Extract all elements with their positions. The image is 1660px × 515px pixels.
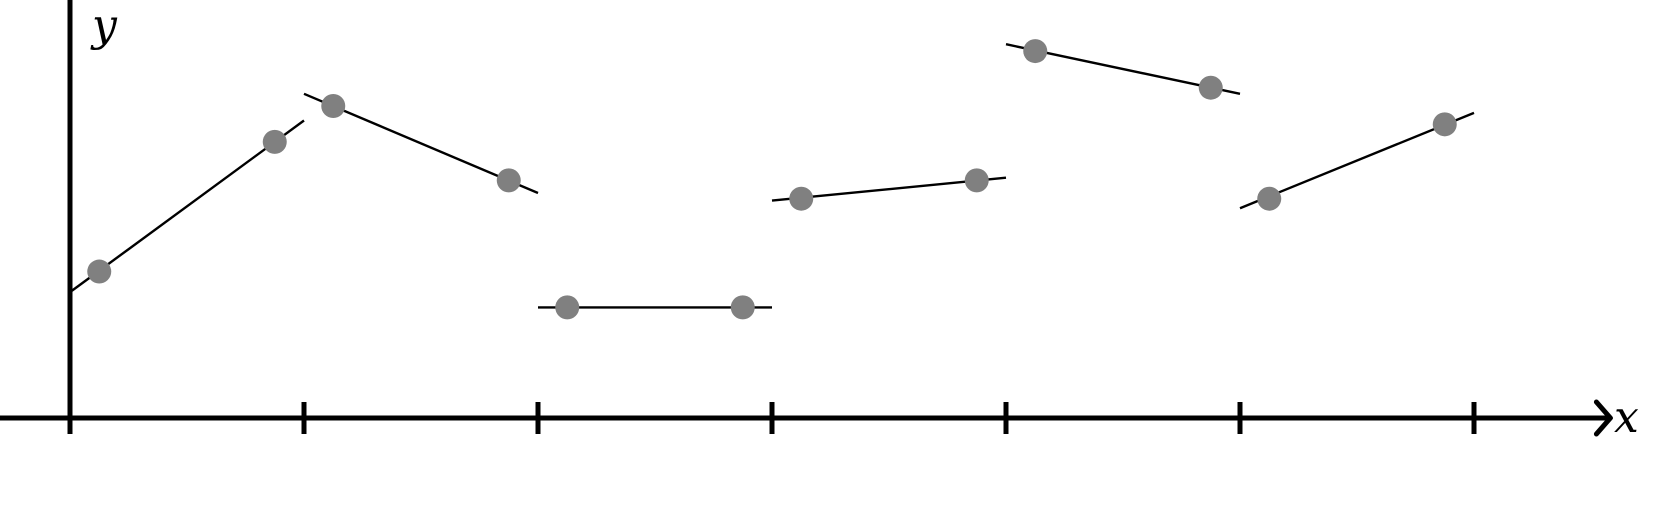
segment-2-point-1 — [321, 94, 346, 119]
segment-5-point-1 — [1023, 39, 1048, 64]
segment-6-point-2 — [1432, 112, 1457, 137]
segment-6-point-1 — [1257, 186, 1282, 211]
segment-4-point-2 — [964, 168, 989, 193]
x-axis-arrowhead — [1593, 399, 1613, 437]
segment-3-point-2 — [730, 295, 755, 320]
segment-1 — [69, 119, 305, 294]
axes — [0, 0, 1613, 437]
segment-5-point-2 — [1198, 75, 1223, 100]
segment-3-point-1 — [555, 295, 580, 320]
y-axis-label: y — [90, 0, 118, 51]
points-layer — [87, 39, 1457, 320]
segments-layer — [69, 43, 1475, 309]
segment-2-point-2 — [496, 168, 521, 193]
x-axis-ticks — [67, 402, 1477, 434]
segment-1-point-2 — [262, 129, 287, 154]
segment-4-point-1 — [789, 186, 814, 211]
x-axis-label: x — [1614, 392, 1639, 443]
segment-1-point-1 — [87, 259, 112, 284]
